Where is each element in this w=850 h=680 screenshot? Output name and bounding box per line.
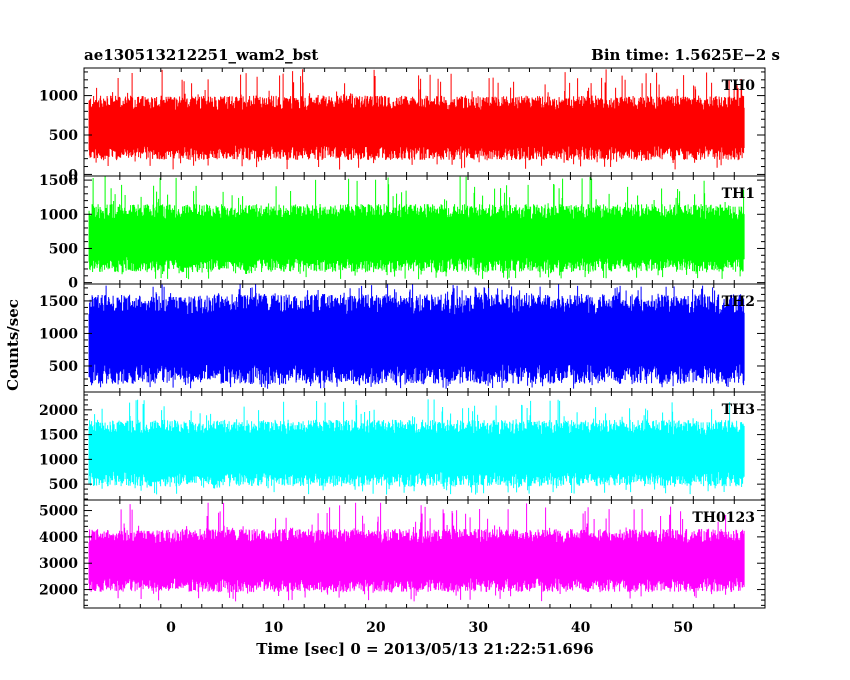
panel-name-label: TH2 [722, 294, 755, 310]
y-tick-label: 2000 [39, 583, 78, 599]
chart-title: ae130513212251_wam2_bst [84, 46, 318, 64]
x-tick-label: 0 [166, 620, 176, 636]
y-tick-label: 1500 [39, 294, 78, 310]
y-tick-label: 0 [68, 276, 78, 292]
panel-th2: 500 1000 1500 TH2 [39, 283, 766, 393]
y-tick-label: 1500 [39, 428, 78, 444]
y-axis-label: Counts/sec [4, 299, 22, 391]
x-tick-label: 30 [469, 620, 489, 636]
x-tick-label: 10 [264, 620, 284, 636]
panel-frame [83, 499, 766, 609]
panel-th0: 0 500 1000 TH0 [39, 67, 766, 183]
panels-group: 0 500 1000 TH0 0 500 1000 1500 TH1 500 1000 1500 TH2… [39, 67, 766, 609]
y-tick-label: 4000 [39, 530, 78, 546]
panel-name-label: TH0 [722, 78, 756, 94]
y-tick-label: 0 [68, 167, 78, 183]
series-trace-th3 [88, 399, 745, 495]
series-trace-th2 [88, 284, 745, 389]
y-tick-label: 500 [49, 359, 78, 375]
y-tick-label: 1000 [39, 207, 78, 223]
series-trace-th1 [88, 176, 745, 280]
panel-th0123: 2000 3000 4000 5000 TH0123 [39, 499, 766, 609]
x-axis-label: Time [sec] 0 = 2013/05/13 21:22:51.696 [256, 640, 593, 658]
x-axis: 0 10 20 30 40 50 [166, 620, 693, 636]
y-tick-label: 3000 [39, 556, 78, 572]
panel-name-label: TH0123 [692, 510, 755, 526]
y-tick-label: 500 [49, 477, 78, 493]
y-tick-label: 1500 [39, 173, 78, 189]
x-tick-label: 50 [673, 620, 693, 636]
panel-name-label: TH1 [722, 186, 755, 202]
y-tick-label: 5000 [39, 504, 78, 520]
panel-name-label: TH3 [722, 402, 755, 418]
y-tick-label: 1000 [39, 326, 78, 342]
x-tick-label: 40 [571, 620, 591, 636]
bin-time-label: Bin time: 1.5625E−2 s [591, 46, 780, 64]
x-tick-label: 20 [366, 620, 386, 636]
y-tick-label: 500 [49, 128, 78, 144]
series-trace-th0123 [88, 502, 745, 602]
y-tick-label: 500 [49, 241, 78, 257]
panel-th1: 0 500 1000 1500 TH1 [39, 173, 766, 292]
panel-th3: 500 1000 1500 2000 TH3 [39, 391, 766, 501]
y-tick-label: 1000 [39, 452, 78, 468]
series-trace-th0 [88, 69, 745, 170]
y-tick-label: 2000 [39, 403, 78, 419]
y-tick-label: 1000 [39, 89, 78, 105]
